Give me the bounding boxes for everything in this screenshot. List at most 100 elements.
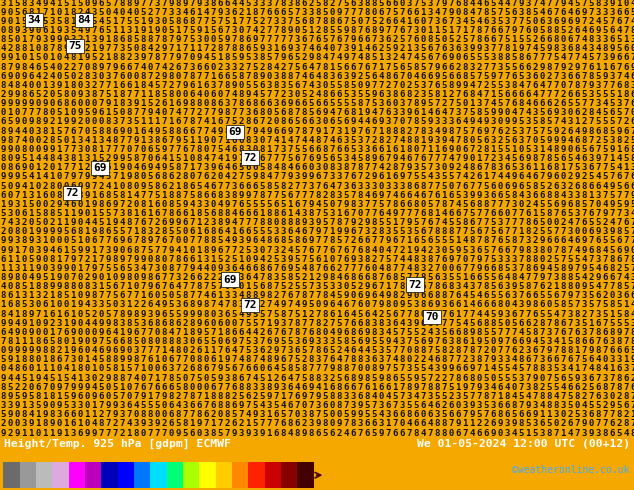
Text: 5: 5 <box>399 273 404 282</box>
Text: 6: 6 <box>336 90 342 99</box>
Text: 9: 9 <box>245 90 250 99</box>
Text: 3: 3 <box>168 8 174 17</box>
Text: 6: 6 <box>455 429 461 438</box>
Text: 5: 5 <box>616 310 622 318</box>
Text: 0: 0 <box>190 355 195 365</box>
Text: 3: 3 <box>8 209 13 218</box>
Text: 1: 1 <box>176 181 181 191</box>
Text: 9: 9 <box>308 383 314 392</box>
Text: 6: 6 <box>42 337 48 346</box>
Text: 0: 0 <box>490 374 496 383</box>
Text: 0: 0 <box>36 44 41 53</box>
Text: 8: 8 <box>36 118 41 126</box>
Text: 7: 7 <box>351 365 356 373</box>
Text: 2: 2 <box>168 81 174 90</box>
Text: 3: 3 <box>581 374 586 383</box>
Text: 7: 7 <box>406 26 411 35</box>
Text: 7: 7 <box>280 346 286 355</box>
Text: 7: 7 <box>526 310 531 318</box>
Text: 5: 5 <box>469 17 475 26</box>
Text: 5: 5 <box>252 318 257 328</box>
Text: 4: 4 <box>560 191 566 199</box>
Text: 3: 3 <box>322 337 328 346</box>
Text: 3: 3 <box>519 374 524 383</box>
Text: 4: 4 <box>238 310 243 318</box>
Text: 0: 0 <box>183 374 188 383</box>
Text: 8: 8 <box>455 346 461 355</box>
Text: 5: 5 <box>105 337 111 346</box>
Text: 7: 7 <box>560 291 566 300</box>
Text: 9: 9 <box>301 300 307 310</box>
Text: 0: 0 <box>378 392 384 401</box>
Text: 6: 6 <box>351 383 356 392</box>
Text: 6: 6 <box>560 8 566 17</box>
Text: 8: 8 <box>168 72 174 81</box>
Text: 5: 5 <box>217 429 223 438</box>
Text: 8: 8 <box>533 255 538 264</box>
Text: 5: 5 <box>147 401 153 410</box>
Text: 2: 2 <box>497 136 503 145</box>
Text: 5: 5 <box>540 44 545 53</box>
Text: 0: 0 <box>147 255 153 264</box>
Text: 8: 8 <box>616 383 622 392</box>
Text: 4: 4 <box>29 273 34 282</box>
Text: 0: 0 <box>161 200 167 209</box>
Text: 8: 8 <box>602 44 607 53</box>
Text: 9: 9 <box>190 264 195 273</box>
Text: 9: 9 <box>273 318 279 328</box>
Text: 4: 4 <box>301 264 307 273</box>
Text: 5: 5 <box>280 191 286 199</box>
Text: 7: 7 <box>427 17 432 26</box>
Text: 0: 0 <box>112 300 118 310</box>
Text: 6: 6 <box>140 218 146 227</box>
Text: 8: 8 <box>476 328 482 337</box>
Text: 7: 7 <box>427 154 432 163</box>
Text: 6: 6 <box>308 154 314 163</box>
Text: 1: 1 <box>70 300 75 310</box>
Text: 7: 7 <box>210 300 216 310</box>
Text: 8: 8 <box>308 209 314 218</box>
Text: 0: 0 <box>329 419 335 428</box>
Text: 8: 8 <box>42 282 48 291</box>
Text: 5: 5 <box>392 63 398 72</box>
Text: 5: 5 <box>126 365 132 373</box>
Text: 1: 1 <box>84 227 89 236</box>
Text: 4: 4 <box>609 218 615 227</box>
Text: 0: 0 <box>519 145 524 154</box>
Text: 7: 7 <box>315 63 321 72</box>
Text: 6: 6 <box>616 236 622 245</box>
Text: 0: 0 <box>519 200 524 209</box>
Text: 1: 1 <box>217 355 223 365</box>
Text: 5: 5 <box>581 200 586 209</box>
Text: 4: 4 <box>476 310 482 318</box>
Text: 1: 1 <box>540 145 545 154</box>
Text: 2: 2 <box>98 53 104 62</box>
Text: 5: 5 <box>183 429 188 438</box>
Text: 6: 6 <box>427 53 432 62</box>
Text: 7: 7 <box>217 81 223 90</box>
Text: 8: 8 <box>8 337 13 346</box>
Text: 3: 3 <box>602 53 607 62</box>
Text: 9: 9 <box>252 410 257 419</box>
Text: 6: 6 <box>351 318 356 328</box>
Text: 6: 6 <box>462 181 468 191</box>
Text: 0: 0 <box>22 328 27 337</box>
Text: 6: 6 <box>287 53 293 62</box>
Text: 7: 7 <box>336 44 342 53</box>
Text: 5: 5 <box>259 392 264 401</box>
Text: 3: 3 <box>533 145 538 154</box>
Text: 7: 7 <box>140 154 146 163</box>
Text: 7: 7 <box>77 126 82 136</box>
Text: 5: 5 <box>609 90 615 99</box>
Text: 3: 3 <box>581 300 586 310</box>
Text: 69: 69 <box>223 274 236 285</box>
Text: 8: 8 <box>588 108 593 117</box>
Text: 7: 7 <box>602 154 607 163</box>
Text: 4: 4 <box>413 392 418 401</box>
Text: 7: 7 <box>147 374 153 383</box>
Text: 7: 7 <box>602 163 607 172</box>
Text: 7: 7 <box>301 44 307 53</box>
Text: 0: 0 <box>497 118 503 126</box>
Text: 8: 8 <box>63 282 68 291</box>
Text: 6: 6 <box>385 35 391 44</box>
